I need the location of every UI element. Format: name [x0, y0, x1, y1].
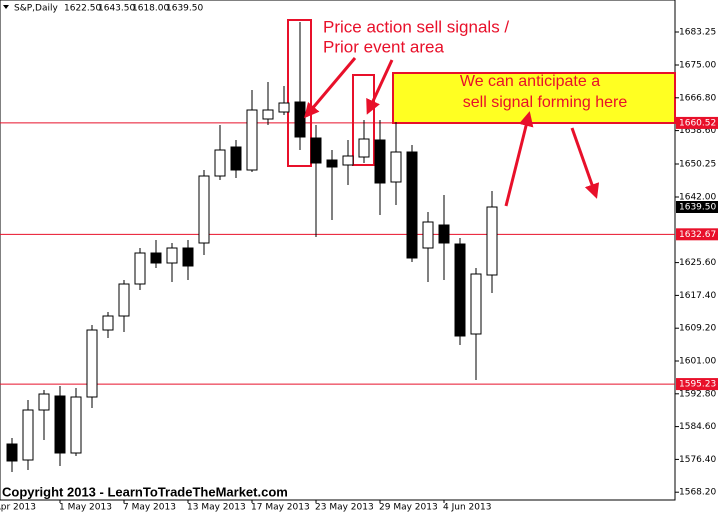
signal-box [352, 74, 375, 166]
candle-body [6, 443, 18, 462]
level-label-bg [676, 116, 718, 129]
chart-title: S&P,Daily [14, 4, 58, 14]
annotation: Price action sell signals / [323, 17, 509, 36]
y-tick-label: 1666.80 [679, 93, 716, 103]
candle-body [102, 315, 114, 331]
y-tick-label: 1658.60 [679, 126, 716, 136]
candle-body [374, 139, 386, 184]
copyright: Copyright 2013 - LearnToTradeTheMarket.c… [2, 484, 288, 499]
x-tick-label: 13 May 2013 [187, 503, 246, 513]
candle-body [134, 252, 146, 285]
candle-body [22, 409, 34, 461]
candle-body [278, 102, 290, 113]
y-tick-label: 1576.40 [679, 455, 716, 465]
candle-body [358, 138, 370, 158]
y-tick-label: 1683.25 [679, 28, 716, 38]
signal-box [287, 19, 312, 167]
y-tick-label: 1584.60 [679, 422, 716, 432]
x-tick-label: 1 May 2013 [59, 503, 112, 513]
candle-body [150, 252, 162, 264]
menu-icon [3, 5, 9, 9]
ohlc-value: 1618.00 [132, 4, 169, 14]
x-tick-label: 4 Jun 2013 [443, 503, 491, 513]
x-tick-label: 5 Apr 2013 [0, 503, 36, 513]
candle-body [54, 395, 66, 454]
candle-body [38, 393, 50, 411]
candle-body [166, 247, 178, 264]
x-tick-label: 29 May 2013 [379, 503, 438, 513]
annotation: We can anticipate a [460, 73, 600, 90]
candle-body [262, 109, 274, 120]
candle-body [486, 206, 498, 276]
level-label: 1660.52 [679, 118, 716, 128]
level-label: 1632.67 [679, 230, 716, 240]
candle-body [86, 329, 98, 398]
anticipation-zone [392, 72, 676, 124]
y-tick-label: 1609.20 [679, 324, 716, 334]
x-tick-label: 23 May 2013 [315, 503, 374, 513]
candle-body [198, 175, 210, 244]
y-tick-label: 1675.00 [679, 61, 716, 71]
arrow [504, 111, 534, 207]
candle-body [246, 109, 258, 171]
arrow [570, 127, 600, 199]
y-tick-label: 1650.25 [679, 160, 716, 170]
x-tick-label: 17 May 2013 [251, 503, 310, 513]
y-tick-label: 1625.60 [679, 258, 716, 268]
y-tick-label: 1617.40 [679, 291, 716, 301]
price-label: 1639.50 [679, 203, 716, 213]
annotation: Prior event area [323, 37, 444, 56]
candle-body [470, 273, 482, 335]
candle-body [406, 151, 418, 259]
candle-body [422, 221, 434, 249]
candle-body [230, 146, 242, 171]
candle-body [438, 224, 450, 244]
candle-body [454, 243, 466, 337]
level-label: 1595.23 [679, 380, 716, 390]
candle-body [118, 283, 130, 317]
levels [0, 122, 675, 385]
x-tick-label: 7 May 2013 [123, 503, 176, 513]
ohlc-value: 1643.50 [98, 4, 135, 14]
y-tick-label: 1568.20 [679, 488, 716, 498]
candle-body [214, 149, 226, 177]
ohlc-value: 1622.50 [64, 4, 101, 14]
level-label-bg [676, 378, 718, 391]
candle-body [310, 137, 322, 164]
ohlc-value: 1639.50 [166, 4, 203, 14]
y-tick-label: 1592.80 [679, 389, 716, 399]
annotation: sell signal forming here [463, 94, 628, 111]
arrow [366, 59, 394, 115]
candle-body [182, 247, 194, 267]
price-label-bg [676, 201, 718, 213]
candle-body [390, 151, 402, 183]
candles [6, 22, 498, 472]
candle-body [294, 101, 306, 138]
y-tick-label: 1642.00 [679, 193, 716, 203]
level-label-bg [676, 228, 718, 241]
candle-body [342, 155, 354, 166]
candle-body [326, 159, 338, 168]
arrow [304, 57, 357, 119]
y-tick-label: 1601.00 [679, 357, 716, 367]
candle-body [70, 396, 82, 454]
